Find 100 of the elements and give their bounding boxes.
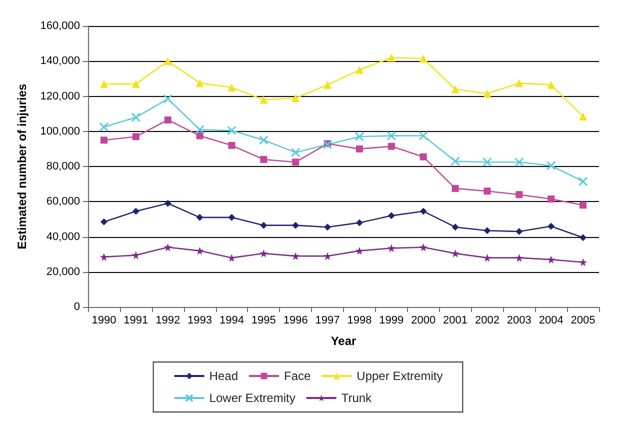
point <box>516 191 523 198</box>
point <box>420 153 427 160</box>
y-tick-label: 140,000 <box>40 55 80 68</box>
y-tick-label: 60,000 <box>46 196 80 208</box>
point <box>450 156 460 166</box>
point <box>484 188 491 195</box>
point <box>388 212 395 220</box>
point <box>452 184 459 192</box>
x-tick-label: 2005 <box>570 314 596 326</box>
y-tick-label: 120,000 <box>40 90 80 102</box>
point <box>196 246 204 255</box>
point <box>579 258 588 266</box>
point <box>324 224 332 231</box>
point <box>580 202 587 209</box>
x-tick-label: 1996 <box>283 314 308 326</box>
x-tick-label: 1992 <box>156 314 180 326</box>
x-tick-label: 1998 <box>347 314 372 326</box>
point <box>484 227 491 234</box>
point <box>578 176 588 186</box>
point <box>292 158 300 166</box>
point <box>228 254 236 262</box>
point <box>260 249 268 258</box>
point <box>196 79 204 88</box>
point <box>100 136 108 144</box>
point <box>195 124 205 134</box>
legend-label: Face <box>284 369 311 383</box>
x-axis-title: Year <box>330 334 357 348</box>
point <box>546 160 556 170</box>
point <box>355 246 364 255</box>
point <box>579 112 588 120</box>
point <box>580 234 587 242</box>
point <box>292 94 300 102</box>
point <box>131 112 141 122</box>
x-tick-label: 2002 <box>474 314 500 326</box>
point <box>260 222 268 229</box>
point <box>228 83 236 92</box>
legend-label: Head <box>209 369 238 383</box>
point <box>292 252 300 260</box>
point <box>516 228 523 235</box>
y-tick-label: 160,000 <box>40 20 80 32</box>
point <box>132 208 140 215</box>
point <box>354 132 364 142</box>
point <box>100 252 108 261</box>
x-tick-label: 1995 <box>251 314 276 326</box>
x-tick-label: 1991 <box>124 314 148 326</box>
x-tick-label: 2001 <box>443 314 468 326</box>
x-tick-label: 1993 <box>188 314 212 326</box>
y-tick-label: 40,000 <box>46 230 80 243</box>
point <box>548 222 555 230</box>
y-tick-label: 80,000 <box>46 160 80 172</box>
x-tick-label: 2003 <box>506 314 532 326</box>
point <box>388 142 395 150</box>
y-axis-title: Estimated number of injuries <box>15 84 29 250</box>
point <box>100 218 108 226</box>
point <box>387 54 396 62</box>
point <box>292 222 300 229</box>
point <box>258 135 268 145</box>
x-tick-label: 2004 <box>538 314 564 326</box>
point <box>547 256 556 264</box>
point <box>387 244 396 252</box>
point <box>483 90 492 98</box>
point <box>164 116 172 124</box>
point <box>132 251 140 260</box>
point <box>514 157 524 167</box>
point <box>419 243 428 252</box>
point <box>164 243 172 252</box>
point <box>451 85 460 94</box>
point <box>228 142 236 149</box>
point <box>548 195 555 202</box>
y-tick-label: 20,000 <box>46 266 80 278</box>
point <box>386 131 396 141</box>
point <box>420 208 427 215</box>
point <box>515 254 524 262</box>
point <box>547 80 556 89</box>
point <box>164 200 172 207</box>
y-tick-label: 0 <box>74 301 80 313</box>
point <box>196 132 204 140</box>
point <box>163 94 173 104</box>
point <box>324 80 332 89</box>
x-tick-label: 1990 <box>92 314 116 326</box>
x-tick-label: 1997 <box>315 314 340 326</box>
point <box>228 214 236 221</box>
point <box>355 66 364 74</box>
y-tick-label: 100,000 <box>40 125 80 138</box>
point <box>99 122 109 132</box>
point <box>226 126 236 136</box>
point <box>515 79 524 88</box>
point <box>290 148 300 158</box>
point <box>260 156 268 163</box>
x-tick-label: 2000 <box>411 314 436 326</box>
legend-label: Lower Extremity <box>209 391 296 405</box>
point <box>483 254 492 262</box>
point <box>100 80 108 88</box>
point <box>132 80 140 88</box>
point <box>132 133 140 140</box>
point <box>482 157 492 167</box>
point <box>356 219 363 226</box>
point <box>451 249 460 258</box>
point <box>419 54 428 62</box>
point <box>452 224 459 231</box>
